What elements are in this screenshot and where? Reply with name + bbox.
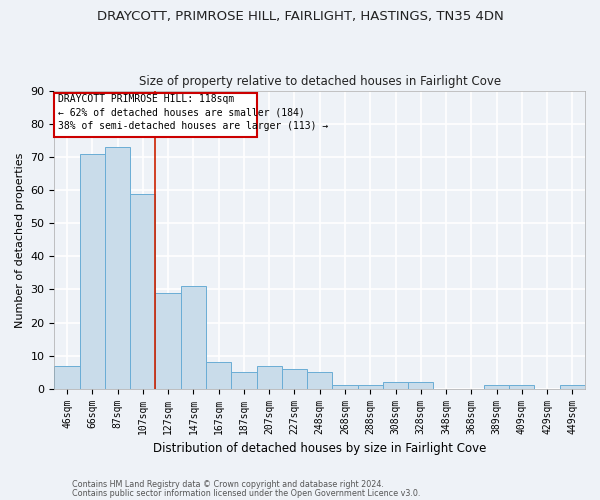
Bar [105, 148, 130, 388]
Bar [231, 372, 257, 388]
Bar [80, 154, 105, 388]
Text: DRAYCOTT PRIMROSE HILL: 118sqm: DRAYCOTT PRIMROSE HILL: 118sqm [58, 94, 235, 104]
Text: Contains HM Land Registry data © Crown copyright and database right 2024.: Contains HM Land Registry data © Crown c… [72, 480, 384, 489]
Text: DRAYCOTT, PRIMROSE HILL, FAIRLIGHT, HASTINGS, TN35 4DN: DRAYCOTT, PRIMROSE HILL, FAIRLIGHT, HAST… [97, 10, 503, 23]
Bar [560, 386, 585, 388]
Bar [206, 362, 231, 388]
Y-axis label: Number of detached properties: Number of detached properties [15, 152, 25, 328]
FancyBboxPatch shape [55, 92, 257, 138]
Bar [408, 382, 433, 388]
Bar [282, 369, 307, 388]
Bar [130, 194, 155, 388]
Bar [257, 366, 282, 388]
Bar [484, 386, 509, 388]
Bar [383, 382, 408, 388]
Bar [307, 372, 332, 388]
Bar [509, 386, 535, 388]
Bar [358, 386, 383, 388]
Title: Size of property relative to detached houses in Fairlight Cove: Size of property relative to detached ho… [139, 76, 501, 88]
Bar [181, 286, 206, 388]
Text: 38% of semi-detached houses are larger (113) →: 38% of semi-detached houses are larger (… [58, 121, 328, 131]
Bar [332, 386, 358, 388]
Bar [55, 366, 80, 388]
Bar [155, 293, 181, 388]
Text: Contains public sector information licensed under the Open Government Licence v3: Contains public sector information licen… [72, 489, 421, 498]
Text: ← 62% of detached houses are smaller (184): ← 62% of detached houses are smaller (18… [58, 108, 305, 118]
X-axis label: Distribution of detached houses by size in Fairlight Cove: Distribution of detached houses by size … [153, 442, 487, 455]
